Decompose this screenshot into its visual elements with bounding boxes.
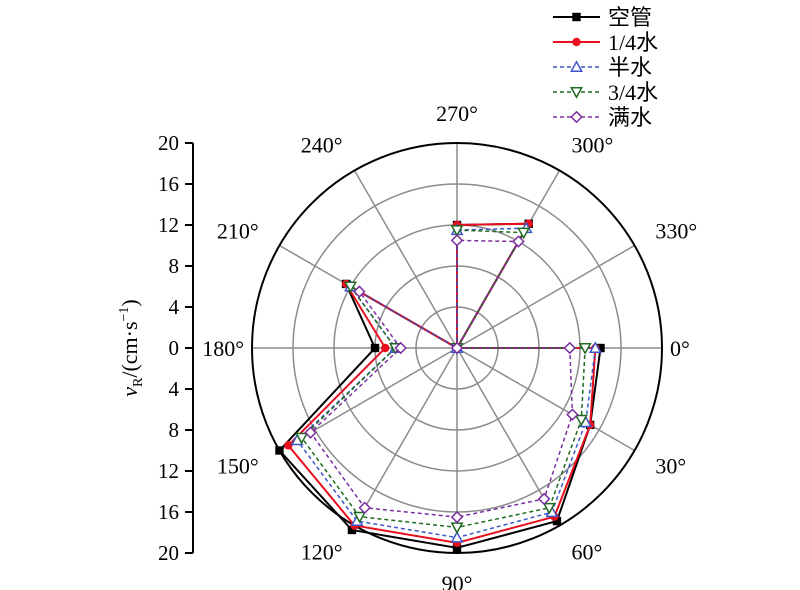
data-point xyxy=(284,441,293,450)
data-point xyxy=(578,343,592,355)
r-axis-tick-label: 20 xyxy=(158,131,179,155)
angle-label: 90° xyxy=(442,571,473,590)
data-point xyxy=(588,341,602,353)
data-point xyxy=(344,281,357,294)
data-point xyxy=(370,343,380,353)
legend-entry: 3/4水 xyxy=(553,80,658,105)
series-满水 xyxy=(304,234,579,524)
r-axis-tick-label: 8 xyxy=(169,418,180,442)
series-line xyxy=(286,222,597,544)
r-axis-tick-label: 16 xyxy=(158,172,179,196)
legend-label: 半水 xyxy=(608,55,652,80)
data-point xyxy=(358,501,372,515)
r-axis-tick-label: 8 xyxy=(169,254,180,278)
data-point xyxy=(452,543,462,553)
data-point xyxy=(566,408,579,421)
legend-label: 1/4水 xyxy=(608,30,658,55)
data-point xyxy=(353,511,367,524)
angle-label: 60° xyxy=(572,540,603,565)
y-axis-label: vR/(cm·s−1) xyxy=(117,299,146,397)
data-point xyxy=(450,510,464,524)
angle-label: 300° xyxy=(572,132,614,157)
data-point xyxy=(381,343,390,353)
angle-label: 120° xyxy=(301,540,343,565)
angle-label: 0° xyxy=(670,336,690,361)
data-point xyxy=(450,234,464,247)
grid-spoke xyxy=(353,347,458,526)
data-point xyxy=(542,502,556,515)
data-point xyxy=(450,225,464,237)
r-axis-tick-label: 0 xyxy=(169,336,180,360)
legend-entry: 空管 xyxy=(553,5,652,30)
r-axis-tick-label: 12 xyxy=(158,213,179,237)
legend-entry: 满水 xyxy=(553,105,652,130)
r-axis-tick-label: 20 xyxy=(158,541,179,565)
r-axis-tick-label: 16 xyxy=(158,500,179,524)
data-point xyxy=(517,227,531,240)
angle-label: 330° xyxy=(655,219,697,244)
angle-label: 30° xyxy=(655,454,686,479)
data-point xyxy=(574,414,588,427)
grid-spoke xyxy=(456,244,635,349)
series-layer xyxy=(275,219,605,553)
legend-marker xyxy=(572,37,581,47)
r-axis-tick-label: 4 xyxy=(169,377,180,401)
data-point xyxy=(512,235,525,248)
data-point xyxy=(563,341,577,355)
radial-axis: 20 16 12 8 4 0 4 8 12 16 20 xyxy=(158,131,194,565)
r-axis-tick-label: 12 xyxy=(158,459,179,483)
data-point xyxy=(347,525,357,535)
legend-label: 3/4水 xyxy=(608,80,658,105)
data-point xyxy=(552,516,562,526)
data-point xyxy=(353,285,366,298)
data-point xyxy=(450,341,464,355)
legend-entry: 半水 xyxy=(553,55,652,80)
legend-label: 空管 xyxy=(608,5,652,30)
outer-ring xyxy=(251,142,663,554)
data-point xyxy=(450,522,464,535)
legend-marker xyxy=(570,87,583,99)
legend-marker xyxy=(570,110,583,124)
data-point xyxy=(394,341,407,355)
data-point xyxy=(275,446,284,455)
angle-label: 180° xyxy=(202,336,244,361)
data-point xyxy=(295,432,309,445)
series-line xyxy=(300,229,586,529)
grid-spoke xyxy=(353,170,458,349)
legend-entry: 1/4水 xyxy=(553,30,658,55)
angle-label: 240° xyxy=(301,132,343,157)
r-axis-tick-label: 4 xyxy=(169,295,180,319)
grid-spoke xyxy=(456,347,635,452)
data-point xyxy=(450,530,464,543)
angle-label: 210° xyxy=(217,219,259,244)
legend-marker xyxy=(570,60,583,72)
angle-labels: 0° 30° 60° 90° 120° 150° 180° 210° 240° 270° 300° 3… xyxy=(202,101,697,590)
angle-label: 150° xyxy=(217,454,259,479)
data-point xyxy=(596,343,605,353)
legend-label: 满水 xyxy=(608,105,652,130)
legend-marker xyxy=(572,12,581,22)
angle-label: 270° xyxy=(436,101,478,126)
data-point xyxy=(304,426,317,439)
series-3/4水 xyxy=(295,225,592,535)
data-point xyxy=(537,492,551,506)
